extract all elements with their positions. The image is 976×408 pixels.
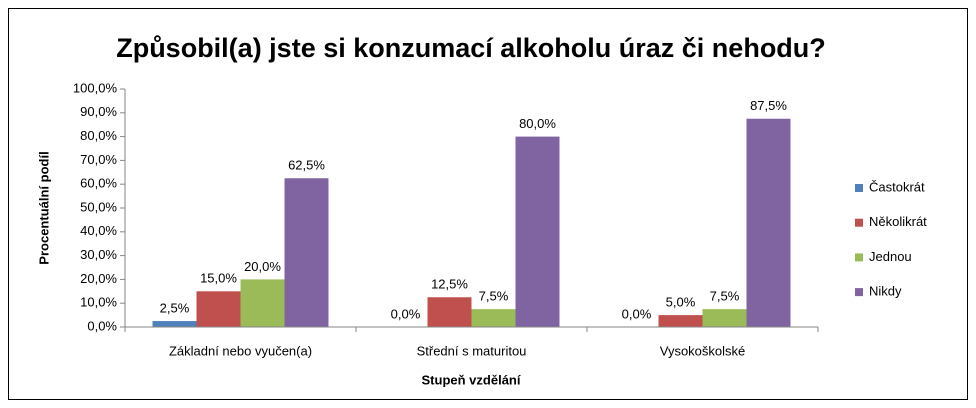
chart-title: Způsobil(a) jste si konzumací alkoholu ú… — [116, 33, 826, 63]
legend-label: Nikdy — [869, 284, 902, 299]
value-label: 0,0% — [622, 306, 652, 321]
y-tick-label: 0,0% — [87, 318, 117, 333]
legend-marker — [855, 218, 863, 227]
y-tick-label: 60,0% — [80, 176, 117, 191]
legend-label: Jednou — [869, 249, 912, 264]
value-label: 80,0% — [519, 116, 556, 131]
bar — [284, 178, 329, 327]
value-label: 5,0% — [666, 295, 696, 310]
y-tick-label: 40,0% — [80, 223, 117, 238]
bar — [427, 297, 472, 327]
value-label: 62,5% — [288, 158, 325, 173]
bar — [240, 279, 285, 327]
x-tick-label: Vysokoškolské — [660, 343, 746, 358]
bar — [515, 136, 560, 327]
value-label: 0,0% — [391, 306, 421, 321]
value-label: 2,5% — [160, 300, 190, 315]
bar — [196, 291, 241, 327]
legend-label: Častokrát — [869, 179, 925, 194]
chart-border — [8, 8, 968, 400]
x-tick-label: Střední s maturitou — [417, 343, 527, 358]
legend-marker — [855, 288, 863, 297]
value-label: 87,5% — [750, 98, 787, 113]
legend-marker — [855, 184, 863, 192]
y-tick-label: 10,0% — [80, 295, 117, 310]
y-tick-label: 30,0% — [80, 247, 117, 262]
value-label: 20,0% — [244, 259, 281, 274]
y-tick-label: 80,0% — [80, 128, 117, 143]
y-tick-label: 20,0% — [80, 271, 117, 286]
value-label: 12,5% — [431, 277, 468, 292]
x-axis-label: Stupeň vzdělání — [422, 372, 521, 387]
x-tick-label: Základní nebo vyučen(a) — [169, 343, 312, 358]
y-axis-label: Procentuální podíl — [36, 151, 51, 264]
value-label: 7,5% — [710, 289, 740, 304]
value-label: 15,0% — [200, 271, 237, 286]
y-tick-label: 50,0% — [80, 199, 117, 214]
value-label: 7,5% — [479, 289, 509, 304]
legend-label: Několikrát — [869, 214, 927, 229]
y-tick-label: 70,0% — [80, 152, 117, 167]
bar — [702, 309, 747, 327]
bar — [152, 321, 197, 327]
y-tick-label: 100,0% — [73, 80, 118, 95]
bar — [471, 309, 516, 327]
bar — [746, 118, 791, 327]
legend-marker — [855, 253, 863, 262]
bar — [658, 315, 703, 327]
y-tick-label: 90,0% — [80, 104, 117, 119]
